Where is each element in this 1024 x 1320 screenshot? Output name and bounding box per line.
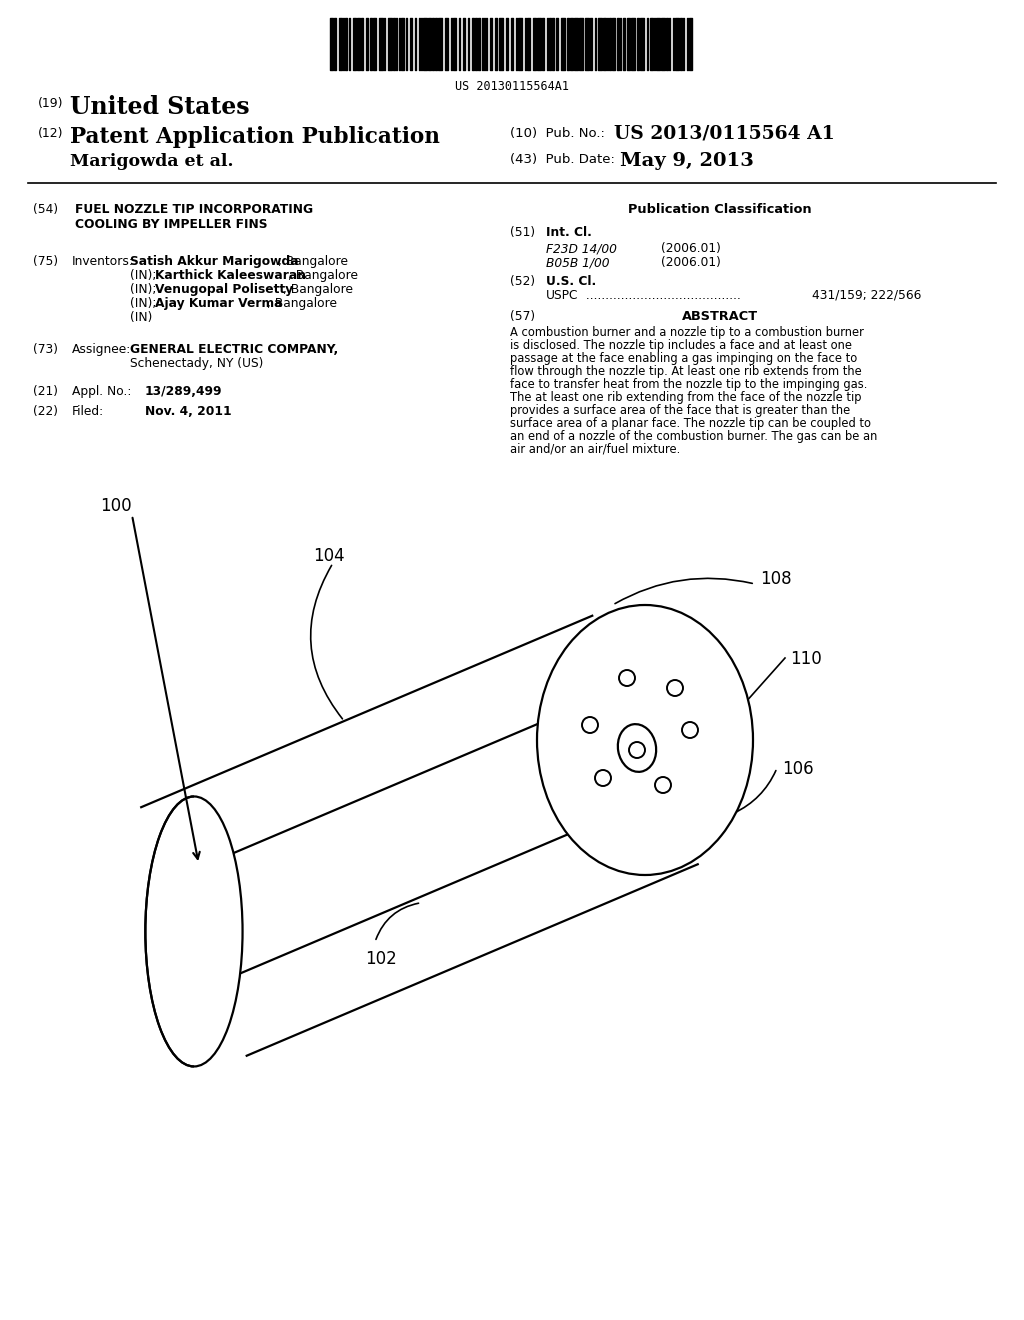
Text: FUEL NOZZLE TIP INCORPORATING: FUEL NOZZLE TIP INCORPORATING xyxy=(75,203,313,216)
Text: 13/289,499: 13/289,499 xyxy=(145,385,222,399)
Ellipse shape xyxy=(537,605,753,875)
Text: (10)  Pub. No.:: (10) Pub. No.: xyxy=(510,127,605,140)
Text: surface area of a planar face. The nozzle tip can be coupled to: surface area of a planar face. The nozzl… xyxy=(510,417,871,430)
Text: (19): (19) xyxy=(38,96,63,110)
Text: 104: 104 xyxy=(313,546,345,565)
Text: (21): (21) xyxy=(33,385,58,399)
Text: The at least one rib extending from the face of the nozzle tip: The at least one rib extending from the … xyxy=(510,391,861,404)
Text: 102: 102 xyxy=(365,950,396,968)
Text: Ajay Kumar Verma: Ajay Kumar Verma xyxy=(155,297,283,310)
Text: (57): (57) xyxy=(510,310,536,323)
Text: (43)  Pub. Date:: (43) Pub. Date: xyxy=(510,153,614,166)
Text: (IN);: (IN); xyxy=(130,282,157,296)
Text: Inventors:: Inventors: xyxy=(72,255,134,268)
Text: (2006.01): (2006.01) xyxy=(662,242,721,255)
Ellipse shape xyxy=(618,671,635,686)
Text: A combustion burner and a nozzle tip to a combustion burner: A combustion burner and a nozzle tip to … xyxy=(510,326,864,339)
Text: US 2013/0115564 A1: US 2013/0115564 A1 xyxy=(614,125,835,143)
Text: Nov. 4, 2011: Nov. 4, 2011 xyxy=(145,405,231,418)
Text: (73): (73) xyxy=(33,343,58,356)
Text: (75): (75) xyxy=(33,255,58,268)
Text: GENERAL ELECTRIC COMPANY,: GENERAL ELECTRIC COMPANY, xyxy=(130,343,338,356)
Text: , Bangalore: , Bangalore xyxy=(288,269,358,282)
Text: , Bangalore: , Bangalore xyxy=(278,255,348,268)
Text: Publication Classification: Publication Classification xyxy=(628,203,812,216)
Text: , Bangalore: , Bangalore xyxy=(267,297,337,310)
Ellipse shape xyxy=(595,770,611,785)
Text: flow through the nozzle tip. At least one rib extends from the: flow through the nozzle tip. At least on… xyxy=(510,366,862,378)
Text: 110: 110 xyxy=(790,649,821,668)
Text: face to transfer heat from the nozzle tip to the impinging gas.: face to transfer heat from the nozzle ti… xyxy=(510,378,867,391)
Text: an end of a nozzle of the combustion burner. The gas can be an: an end of a nozzle of the combustion bur… xyxy=(510,430,878,444)
Text: Assignee:: Assignee: xyxy=(72,343,131,356)
Text: (IN);: (IN); xyxy=(130,297,157,310)
Text: Patent Application Publication: Patent Application Publication xyxy=(70,125,440,148)
Ellipse shape xyxy=(667,680,683,696)
Text: Appl. No.:: Appl. No.: xyxy=(72,385,131,399)
Text: 108: 108 xyxy=(760,570,792,587)
Text: (52): (52) xyxy=(510,275,536,288)
Text: (51): (51) xyxy=(510,226,536,239)
Text: ........................................: ........................................ xyxy=(582,289,741,302)
Text: B05B 1/00: B05B 1/00 xyxy=(546,256,609,269)
Text: air and/or an air/fuel mixture.: air and/or an air/fuel mixture. xyxy=(510,444,680,455)
Text: 106: 106 xyxy=(782,760,814,777)
Text: , Bangalore: , Bangalore xyxy=(283,282,353,296)
Ellipse shape xyxy=(145,796,243,1067)
Text: (54): (54) xyxy=(33,203,58,216)
Text: provides a surface area of the face that is greater than the: provides a surface area of the face that… xyxy=(510,404,850,417)
Text: Marigowda et al.: Marigowda et al. xyxy=(70,153,233,170)
Ellipse shape xyxy=(629,742,645,758)
Ellipse shape xyxy=(655,777,671,793)
Text: (IN): (IN) xyxy=(130,312,153,323)
Text: Karthick Kaleeswaran: Karthick Kaleeswaran xyxy=(155,269,306,282)
Ellipse shape xyxy=(617,725,656,772)
Ellipse shape xyxy=(682,722,698,738)
Text: May 9, 2013: May 9, 2013 xyxy=(620,152,754,170)
Text: US 20130115564A1: US 20130115564A1 xyxy=(455,81,569,92)
Ellipse shape xyxy=(582,717,598,733)
Text: (12): (12) xyxy=(38,127,63,140)
Text: Filed:: Filed: xyxy=(72,405,104,418)
Text: F23D 14/00: F23D 14/00 xyxy=(546,242,616,255)
Text: COOLING BY IMPELLER FINS: COOLING BY IMPELLER FINS xyxy=(75,218,267,231)
Text: (IN);: (IN); xyxy=(130,269,157,282)
Text: is disclosed. The nozzle tip includes a face and at least one: is disclosed. The nozzle tip includes a … xyxy=(510,339,852,352)
Text: passage at the face enabling a gas impinging on the face to: passage at the face enabling a gas impin… xyxy=(510,352,857,366)
Text: (2006.01): (2006.01) xyxy=(662,256,721,269)
Text: Venugopal Polisetty: Venugopal Polisetty xyxy=(155,282,293,296)
Text: Schenectady, NY (US): Schenectady, NY (US) xyxy=(130,356,263,370)
Text: Satish Akkur Marigowda: Satish Akkur Marigowda xyxy=(130,255,299,268)
Text: 431/159; 222/566: 431/159; 222/566 xyxy=(812,289,922,302)
Text: ABSTRACT: ABSTRACT xyxy=(682,310,758,323)
Text: United States: United States xyxy=(70,95,250,119)
Text: Int. Cl.: Int. Cl. xyxy=(546,226,592,239)
Text: 100: 100 xyxy=(100,498,132,515)
Text: USPC: USPC xyxy=(546,289,579,302)
Text: (22): (22) xyxy=(33,405,58,418)
Text: U.S. Cl.: U.S. Cl. xyxy=(546,275,596,288)
